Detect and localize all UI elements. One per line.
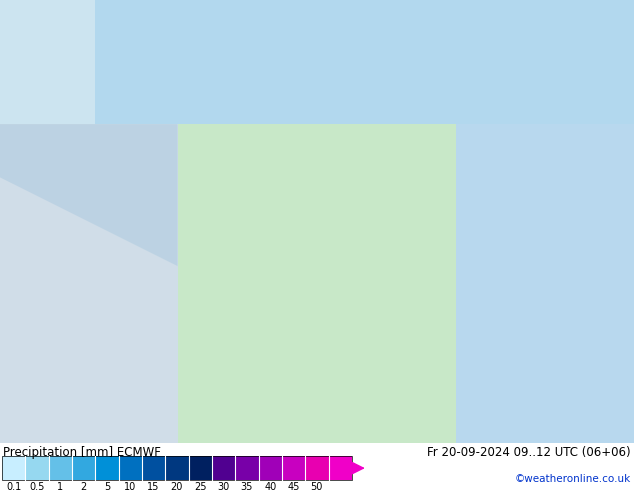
Bar	[235, 457, 259, 480]
Bar	[305, 457, 328, 480]
Bar	[119, 457, 142, 480]
Bar	[0, 0, 178, 443]
Bar	[165, 457, 188, 480]
Text: 15: 15	[147, 482, 160, 490]
Text: 30: 30	[217, 482, 230, 490]
Bar	[25, 457, 49, 480]
Text: 35: 35	[241, 482, 253, 490]
Text: 0.5: 0.5	[29, 482, 44, 490]
Text: Fr 20-09-2024 09..12 UTC (06+06): Fr 20-09-2024 09..12 UTC (06+06)	[427, 446, 631, 459]
Text: 2: 2	[81, 482, 87, 490]
Bar	[212, 457, 235, 480]
Text: 20: 20	[171, 482, 183, 490]
Bar	[95, 0, 634, 124]
Text: 0.1: 0.1	[6, 482, 21, 490]
Text: 5: 5	[104, 482, 110, 490]
Text: ©weatheronline.co.uk: ©weatheronline.co.uk	[515, 474, 631, 484]
Text: 25: 25	[194, 482, 207, 490]
Bar	[282, 457, 305, 480]
Bar	[142, 457, 165, 480]
Bar	[456, 124, 634, 443]
Bar	[2, 457, 25, 480]
Bar	[259, 457, 282, 480]
Text: 50: 50	[311, 482, 323, 490]
Bar	[178, 124, 456, 443]
Bar	[72, 457, 95, 480]
Bar	[188, 457, 212, 480]
Text: 10: 10	[124, 482, 136, 490]
Bar	[49, 457, 72, 480]
Bar	[0, 0, 634, 124]
Bar	[2, 457, 352, 480]
Bar	[95, 457, 119, 480]
Text: 45: 45	[287, 482, 300, 490]
Text: 40: 40	[264, 482, 276, 490]
Text: Precipitation [mm] ECMWF: Precipitation [mm] ECMWF	[3, 446, 161, 459]
Polygon shape	[0, 124, 178, 266]
Bar	[328, 457, 352, 480]
Text: 1: 1	[57, 482, 63, 490]
